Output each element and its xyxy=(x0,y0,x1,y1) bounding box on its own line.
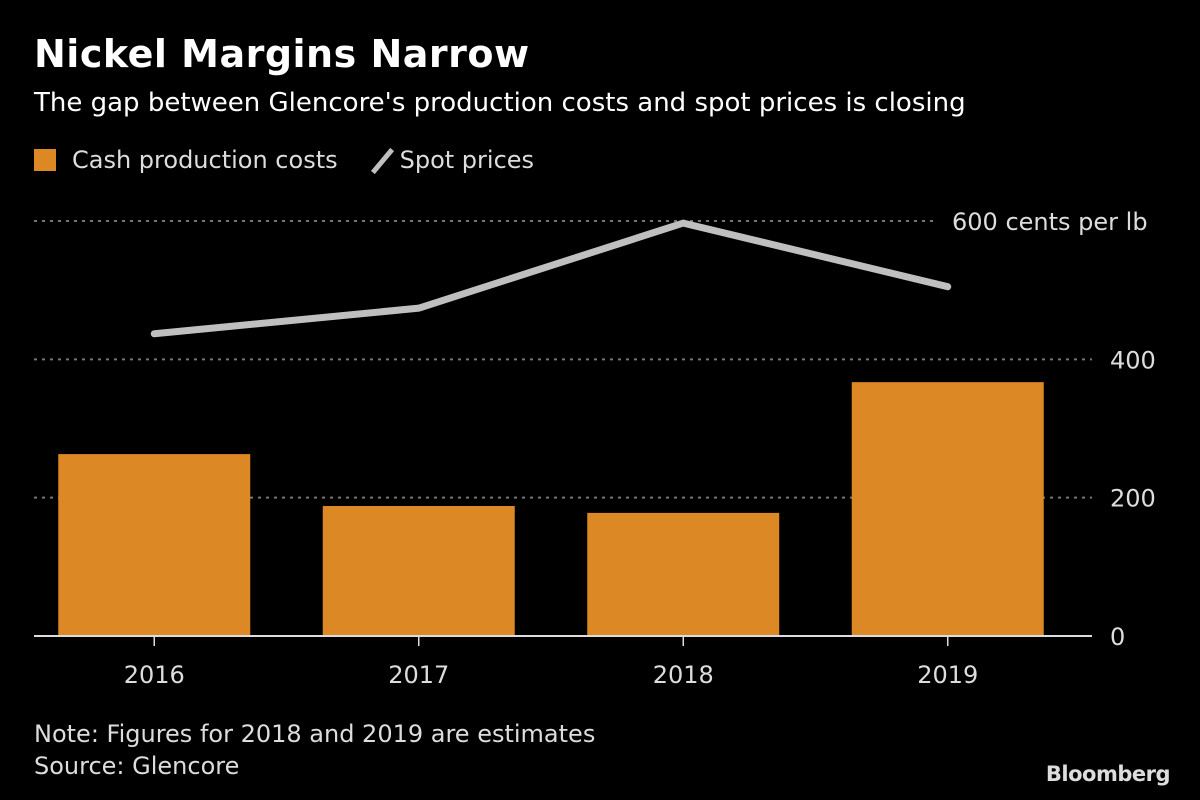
footnote: Note: Figures for 2018 and 2019 are esti… xyxy=(34,718,595,782)
chart-subtitle: The gap between Glencore's production co… xyxy=(34,88,966,118)
y-tick-label: 200 xyxy=(1110,485,1156,513)
legend: Cash production costs Spot prices xyxy=(34,146,566,174)
bar-2016 xyxy=(58,454,251,636)
bar-2019 xyxy=(851,382,1044,636)
x-tick-label: 2018 xyxy=(653,661,714,689)
y-tick-label: 600 cents per lb xyxy=(952,208,1148,236)
chart-title: Nickel Margins Narrow xyxy=(34,32,530,76)
x-tick-label: 2019 xyxy=(917,661,978,689)
legend-label: Spot prices xyxy=(399,146,535,174)
y-tick-label: 0 xyxy=(1110,623,1125,651)
legend-item-cash-costs: Cash production costs xyxy=(34,146,338,174)
note-text: Note: Figures for 2018 and 2019 are esti… xyxy=(34,720,596,748)
bar-2018 xyxy=(587,512,780,636)
x-tick-label: 2017 xyxy=(388,661,449,689)
bar-swatch-icon xyxy=(34,149,56,171)
legend-item-spot-prices: Spot prices xyxy=(370,146,534,174)
source-text: Source: Glencore xyxy=(34,752,240,780)
spot-price-line xyxy=(150,219,952,338)
legend-label: Cash production costs xyxy=(72,146,338,174)
bar-2017 xyxy=(322,505,515,636)
y-tick-label: 400 xyxy=(1110,346,1156,374)
bloomberg-logo: Bloomberg xyxy=(1045,762,1171,786)
x-tick-label: 2016 xyxy=(124,661,185,689)
